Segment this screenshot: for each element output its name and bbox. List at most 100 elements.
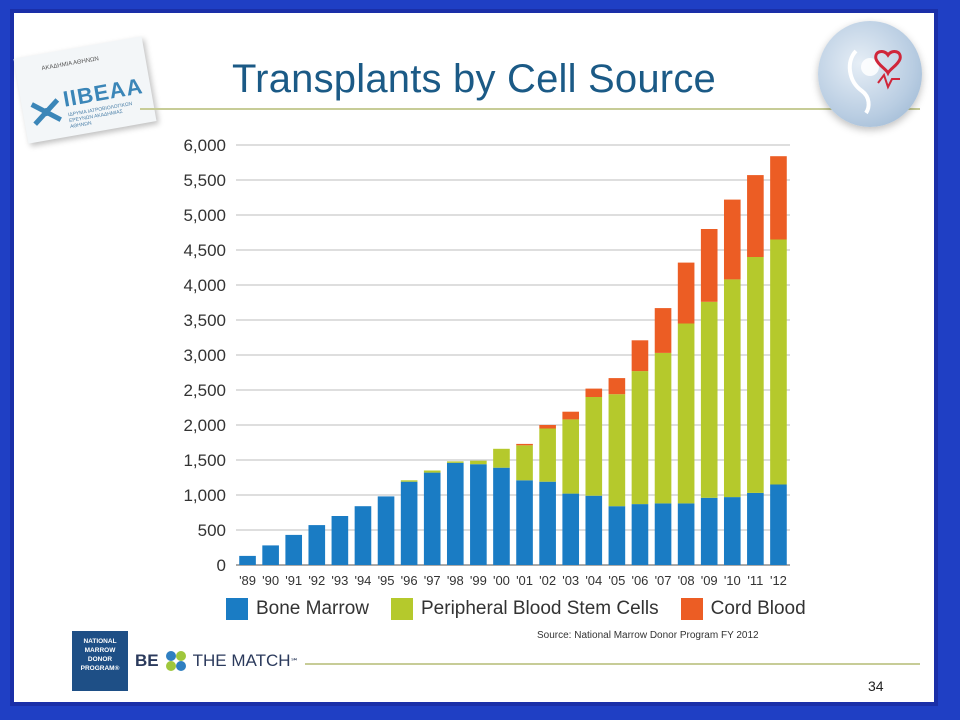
bar-segment [516, 480, 533, 565]
bar-segment [562, 493, 580, 565]
legend-item-pbsc: Peripheral Blood Stem Cells [391, 598, 659, 620]
bar-segment [470, 464, 487, 565]
y-tick-label: 1,500 [183, 451, 226, 470]
bar-segment [700, 497, 718, 565]
x-tick-label: '03 [562, 573, 579, 587]
x-tick-label: '04 [585, 573, 602, 587]
nmdp-line: NATIONAL [83, 638, 117, 645]
bar-segment [493, 467, 510, 565]
bar-segment [470, 460, 487, 465]
y-tick-label: 500 [198, 521, 226, 540]
x-tick-label: '96 [401, 573, 418, 587]
x-tick-label: '92 [308, 573, 325, 587]
iibeaa-logo: ΑΚΑΔΗΜΙΑ ΑΘΗΝΩΝ IIBEAA ΙΔΡΥΜΑ ΙΑΤΡΟΒΙΟΛΟ… [13, 36, 157, 144]
the-match-text: THE MATCH [192, 651, 291, 670]
bar-segment [631, 504, 649, 565]
y-tick-label: 4,000 [183, 276, 226, 295]
x-tick-label: '95 [378, 573, 395, 587]
x-tick-label: '91 [285, 573, 302, 587]
legend-item-bone-marrow: Bone Marrow [226, 598, 369, 620]
bar-segment [516, 443, 533, 446]
y-tick-label: 1,000 [183, 486, 226, 505]
bar-segment [747, 492, 764, 565]
bar-segment [585, 388, 603, 397]
bar-segment [700, 229, 718, 302]
bar-segment [562, 419, 580, 494]
bar-segment [631, 340, 649, 372]
bar-segment [539, 481, 556, 565]
bar-segment [677, 323, 695, 504]
bar-segment [770, 484, 787, 565]
bar-segment [654, 352, 672, 504]
bar-segment [446, 462, 464, 565]
y-tick-label: 0 [217, 556, 226, 575]
page-number: 34 [868, 678, 884, 694]
bar-segment [400, 480, 418, 482]
bar-segment [516, 445, 533, 481]
bar-segment [747, 257, 764, 493]
x-tick-label: '12 [770, 573, 787, 587]
chart-legend: Bone Marrow Peripheral Blood Stem Cells … [226, 594, 828, 624]
source-note: Source: National Marrow Donor Program FY… [537, 630, 759, 641]
y-tick-label: 5,000 [183, 206, 226, 225]
x-tick-label: '07 [655, 573, 672, 587]
x-tick-label: '90 [262, 573, 279, 587]
bar-segment [585, 397, 603, 496]
y-tick-label: 3,500 [183, 311, 226, 330]
legend-swatch-cord-blood [680, 598, 703, 620]
legend-label-bone-marrow: Bone Marrow [256, 598, 369, 619]
bar-segment [747, 175, 764, 257]
x-tick-label: '09 [701, 573, 718, 587]
y-tick-label: 6,000 [183, 136, 226, 155]
stacked-bar-chart: 0 500 1,000 1,500 2,000 2,500 3,000 3,500 4,000 4… [183, 136, 790, 588]
bar-segment [308, 525, 326, 565]
bar-segment [354, 506, 372, 565]
y-tick-label: 4,500 [183, 241, 226, 260]
bar-segment [608, 506, 626, 565]
nmdp-line: MARROW [84, 647, 116, 654]
footer-divider [305, 663, 920, 665]
bar-segment [239, 555, 256, 565]
x-tick-label: '10 [724, 573, 741, 587]
bar-segment [700, 301, 718, 498]
bar-segment [723, 279, 741, 498]
x-tick-label: '01 [516, 573, 533, 587]
y-tick-label: 5,500 [183, 171, 226, 190]
bar-segment [539, 428, 556, 482]
x-tick-label: '00 [493, 573, 510, 587]
be-text: BE [135, 651, 159, 670]
legend-swatch-bone-marrow [226, 598, 248, 620]
mother-child-logo [818, 21, 922, 127]
bar-segment [262, 545, 279, 565]
bar-segment [562, 411, 580, 420]
bar-segment [608, 378, 626, 395]
slide: ΑΚΑΔΗΜΙΑ ΑΘΗΝΩΝ IIBEAA ΙΔΡΥΜΑ ΙΑΤΡΟΒΙΟΛΟ… [10, 9, 938, 706]
x-tick-label: '06 [631, 573, 648, 587]
nmdp-line: DONOR [87, 656, 113, 663]
bar-segment [723, 497, 741, 565]
bar-segment [585, 495, 603, 565]
y-tick-label: 2,500 [183, 381, 226, 400]
bar-segment [493, 448, 510, 468]
bar-segment [285, 534, 303, 565]
slide-title: Transplants by Cell Source [232, 57, 716, 101]
x-tick-label: '11 [747, 573, 763, 587]
be-the-match-logo: BE THE MATCH ℠ [135, 650, 299, 672]
bar-segment [677, 262, 695, 324]
legend-swatch-pbsc [391, 598, 413, 620]
bar-segment [331, 516, 349, 565]
title-divider [140, 108, 920, 110]
nmdp-line: PROGRAM® [80, 665, 120, 672]
x-tick-label: '05 [608, 573, 625, 587]
x-tick-label: '99 [470, 573, 487, 587]
bar-segment [770, 239, 787, 485]
bar-segment [377, 496, 395, 565]
mother-child-icon [847, 49, 902, 115]
x-tick-label: '89 [239, 573, 256, 587]
x-tick-label: '94 [354, 573, 371, 587]
bar-segment [677, 503, 695, 565]
legend-label-cord-blood: Cord Blood [710, 598, 806, 619]
bar-segment [423, 472, 441, 565]
legend-label-pbsc: Peripheral Blood Stem Cells [421, 598, 659, 619]
y-tick-label: 3,000 [183, 346, 226, 365]
